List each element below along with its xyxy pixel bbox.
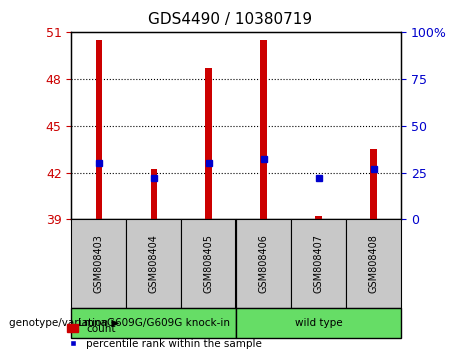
Text: GSM808406: GSM808406 [259,234,269,293]
Bar [236,219,291,308]
Bar [315,216,322,219]
Bar [346,219,401,308]
Legend: count, percentile rank within the sample: count, percentile rank within the sample [67,324,262,349]
Bar [151,170,157,219]
Text: GSM808407: GSM808407 [313,234,324,293]
Bar [291,219,346,308]
Bar [260,40,267,219]
Bar [71,308,236,338]
Bar [206,68,212,219]
Text: GSM808404: GSM808404 [149,234,159,293]
Text: GSM808403: GSM808403 [94,234,104,293]
Bar [71,219,126,308]
Bar [370,149,377,219]
Bar [95,40,102,219]
Text: LmnaG609G/G609G knock-in: LmnaG609G/G609G knock-in [78,318,230,328]
Bar [181,219,236,308]
Text: wild type: wild type [295,318,343,328]
Bar [126,219,181,308]
Bar [236,308,401,338]
Text: genotype/variation ▶: genotype/variation ▶ [9,318,119,328]
Text: GDS4490 / 10380719: GDS4490 / 10380719 [148,12,313,27]
Text: GSM808408: GSM808408 [369,234,378,293]
Text: GSM808405: GSM808405 [204,234,214,293]
